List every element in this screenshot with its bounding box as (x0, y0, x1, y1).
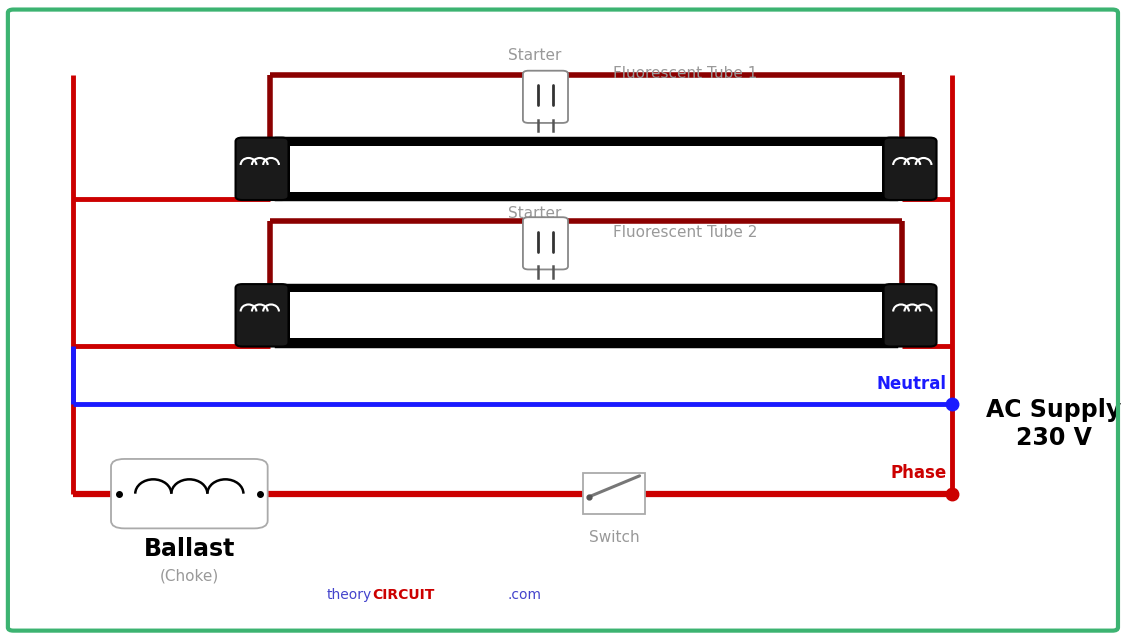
Text: Neutral: Neutral (877, 375, 947, 393)
Bar (290, 292, 882, 338)
Text: theory: theory (327, 588, 372, 602)
Text: AC Supply
230 V: AC Supply 230 V (986, 397, 1121, 450)
FancyBboxPatch shape (884, 138, 937, 200)
Text: Fluorescent Tube 1: Fluorescent Tube 1 (613, 66, 757, 81)
Text: .com: .com (507, 588, 541, 602)
Text: CIRCUIT: CIRCUIT (372, 588, 434, 602)
FancyBboxPatch shape (236, 284, 289, 347)
Bar (584, 473, 646, 515)
FancyBboxPatch shape (523, 217, 568, 269)
Text: (Choke): (Choke) (160, 568, 219, 583)
FancyBboxPatch shape (112, 459, 268, 529)
Text: Ballast: Ballast (143, 536, 236, 561)
FancyBboxPatch shape (236, 138, 289, 200)
FancyBboxPatch shape (523, 71, 568, 123)
Bar (276, 138, 896, 199)
Text: Starter: Starter (507, 48, 561, 63)
Text: Switch: Switch (589, 530, 639, 545)
FancyBboxPatch shape (884, 284, 937, 347)
Bar (276, 285, 896, 346)
Text: Phase: Phase (890, 464, 947, 482)
Text: Starter: Starter (507, 206, 561, 221)
Bar (290, 146, 882, 192)
Text: Fluorescent Tube 2: Fluorescent Tube 2 (613, 225, 757, 240)
